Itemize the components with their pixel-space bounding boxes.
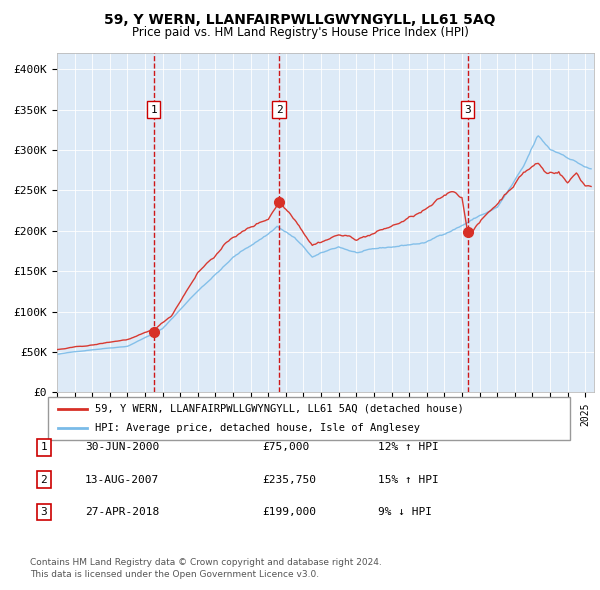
Text: £75,000: £75,000 [262,442,309,452]
Text: 12% ↑ HPI: 12% ↑ HPI [378,442,439,452]
Text: Price paid vs. HM Land Registry's House Price Index (HPI): Price paid vs. HM Land Registry's House … [131,26,469,39]
Text: 15% ↑ HPI: 15% ↑ HPI [378,475,439,484]
Text: 27-APR-2018: 27-APR-2018 [85,507,160,517]
Text: £199,000: £199,000 [262,507,316,517]
Text: 1: 1 [151,104,157,114]
Text: 3: 3 [464,104,471,114]
Text: £235,750: £235,750 [262,475,316,484]
Text: 13-AUG-2007: 13-AUG-2007 [85,475,160,484]
Text: This data is licensed under the Open Government Licence v3.0.: This data is licensed under the Open Gov… [30,570,319,579]
Text: Contains HM Land Registry data © Crown copyright and database right 2024.: Contains HM Land Registry data © Crown c… [30,558,382,566]
Text: 59, Y WERN, LLANFAIRPWLLGWYNGYLL, LL61 5AQ (detached house): 59, Y WERN, LLANFAIRPWLLGWYNGYLL, LL61 5… [95,404,464,414]
Text: 1: 1 [40,442,47,452]
Text: 30-JUN-2000: 30-JUN-2000 [85,442,160,452]
Text: 9% ↓ HPI: 9% ↓ HPI [378,507,432,517]
Text: 2: 2 [276,104,283,114]
Text: HPI: Average price, detached house, Isle of Anglesey: HPI: Average price, detached house, Isle… [95,423,420,433]
Text: 59, Y WERN, LLANFAIRPWLLGWYNGYLL, LL61 5AQ: 59, Y WERN, LLANFAIRPWLLGWYNGYLL, LL61 5… [104,13,496,27]
Text: 2: 2 [40,475,47,484]
Text: 3: 3 [40,507,47,517]
FancyBboxPatch shape [48,397,570,440]
